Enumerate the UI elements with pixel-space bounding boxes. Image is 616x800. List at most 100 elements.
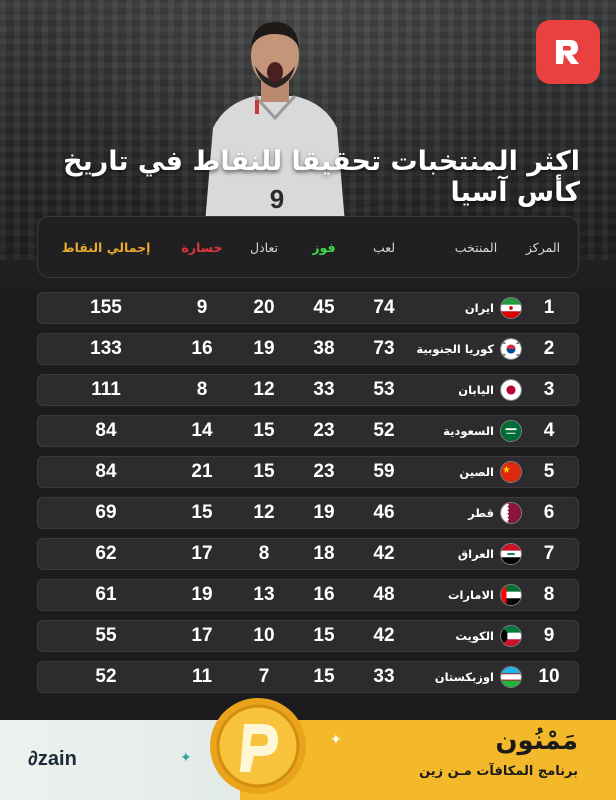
rank-cell: 1 [543, 297, 555, 318]
played-cell: 59 [373, 461, 395, 482]
loss-cell: 17 [191, 543, 213, 564]
played-cell: 52 [373, 420, 395, 441]
banner-left-panel [0, 720, 240, 800]
team-name: العراق [457, 547, 494, 561]
uzbekistan-flag-icon [500, 666, 522, 688]
draw-cell: 12 [253, 502, 275, 523]
table-row: 3 اليابان 53 33 12 8 111 [37, 374, 579, 406]
points-cell: 69 [95, 502, 117, 523]
header-team: المنتخب [454, 240, 498, 255]
team-cell: اليابان [458, 375, 522, 405]
team-cell: الكويت [455, 621, 522, 651]
draw-cell: 8 [258, 543, 270, 564]
draw-cell: 13 [253, 584, 275, 605]
iraq-flag-icon [500, 543, 522, 565]
loss-cell: 15 [191, 502, 213, 523]
draw-cell: 7 [258, 666, 270, 687]
loss-cell: 9 [196, 297, 208, 318]
points-cell: 133 [90, 338, 122, 359]
rank-cell: 8 [543, 584, 555, 605]
team-cell: الصين [459, 457, 522, 487]
won-cell: 23 [313, 420, 335, 441]
played-cell: 42 [373, 625, 395, 646]
header-rank: المركز [525, 240, 561, 255]
loss-cell: 17 [191, 625, 213, 646]
won-cell: 38 [313, 338, 335, 359]
team-cell: اوزبكستان [435, 662, 522, 692]
header-played: لعب [372, 240, 396, 255]
points-cell: 84 [95, 420, 117, 441]
loss-cell: 11 [191, 666, 213, 687]
team-cell: ايران [465, 293, 522, 323]
rank-cell: 9 [543, 625, 555, 646]
china-flag-icon [500, 461, 522, 483]
sparkle-icon: ✦ [330, 732, 342, 748]
channel-logo [536, 20, 600, 84]
team-cell: قطر [468, 498, 522, 528]
won-cell: 18 [313, 543, 335, 564]
won-cell: 33 [313, 379, 335, 400]
shirt-number: 9 [270, 184, 284, 214]
points-cell: 111 [91, 379, 121, 400]
brand-tagline: برنامج المكافآت مـن زين [419, 764, 578, 779]
team-name: الكويت [455, 629, 494, 643]
rank-cell: 5 [543, 461, 555, 482]
loss-cell: 14 [191, 420, 213, 441]
won-cell: 19 [313, 502, 335, 523]
zain-logo: ∂zain [28, 748, 77, 771]
table-row: 10 اوزبكستان 33 15 7 11 52 [37, 661, 579, 693]
rank-cell: 4 [543, 420, 555, 441]
team-name: الصين [459, 465, 494, 479]
draw-cell: 15 [253, 461, 275, 482]
team-name: السعودية [443, 424, 494, 438]
points-cell: 84 [95, 461, 117, 482]
team-name: اوزبكستان [434, 670, 494, 684]
qatar-flag-icon [500, 502, 522, 524]
sponsor-banner[interactable]: ∂zain ✦ ✦ [0, 720, 616, 800]
team-name: كوريا الجنوبية [416, 342, 494, 356]
team-cell: السعودية [443, 416, 522, 446]
rank-cell: 6 [543, 502, 555, 523]
loss-cell: 16 [191, 338, 213, 359]
draw-cell: 15 [253, 420, 275, 441]
header-won: فوز [312, 240, 336, 255]
sparkle-icon: ✦ [180, 750, 192, 766]
table-row: 1 ايران 74 45 20 9 155 [37, 292, 579, 324]
header-points: إجمالي النقاط [61, 240, 151, 255]
draw-cell: 12 [253, 379, 275, 400]
table-row: 8 الامارات 48 16 13 19 61 [37, 579, 579, 611]
south-korea-flag-icon [500, 338, 522, 360]
played-cell: 46 [373, 502, 395, 523]
zain-swirl-icon: ∂ [28, 748, 38, 770]
team-name: اليابان [458, 383, 494, 397]
played-cell: 74 [373, 297, 395, 318]
zain-logo-text: zain [37, 748, 77, 770]
team-cell: كوريا الجنوبية [416, 334, 522, 364]
brand-name: مَمْنُون [495, 726, 578, 756]
uae-flag-icon [500, 584, 522, 606]
won-cell: 15 [313, 666, 335, 687]
won-cell: 16 [313, 584, 335, 605]
played-cell: 33 [373, 666, 395, 687]
header-draw: تعادل [250, 240, 278, 255]
saudi-flag-icon [500, 420, 522, 442]
rank-cell: 2 [543, 338, 555, 359]
played-cell: 53 [373, 379, 395, 400]
hero-background: 9 [0, 0, 616, 300]
team-cell: العراق [458, 539, 522, 569]
table-header: المركز المنتخب لعب فوز تعادل خسارة إجمال… [37, 216, 579, 278]
table-row: 9 الكويت 42 15 10 17 55 [37, 620, 579, 652]
won-cell: 23 [313, 461, 335, 482]
team-name: قطر [468, 506, 494, 520]
table-row: 2 كوريا الجنوبية 73 38 19 16 133 [37, 333, 579, 365]
team-cell: الامارات [448, 580, 522, 610]
played-cell: 42 [373, 543, 395, 564]
rank-cell: 10 [538, 666, 560, 687]
points-cell: 62 [95, 543, 117, 564]
won-cell: 45 [313, 297, 335, 318]
won-cell: 15 [313, 625, 335, 646]
table-row: 6 قطر 46 19 12 15 69 [37, 497, 579, 529]
points-cell: 155 [90, 297, 122, 318]
page-title: اكثر المنتخبات تحقيقا للنقاط في تاريخ كأ… [63, 146, 580, 208]
table-row: 5 الصين 59 23 15 21 84 [37, 456, 579, 488]
